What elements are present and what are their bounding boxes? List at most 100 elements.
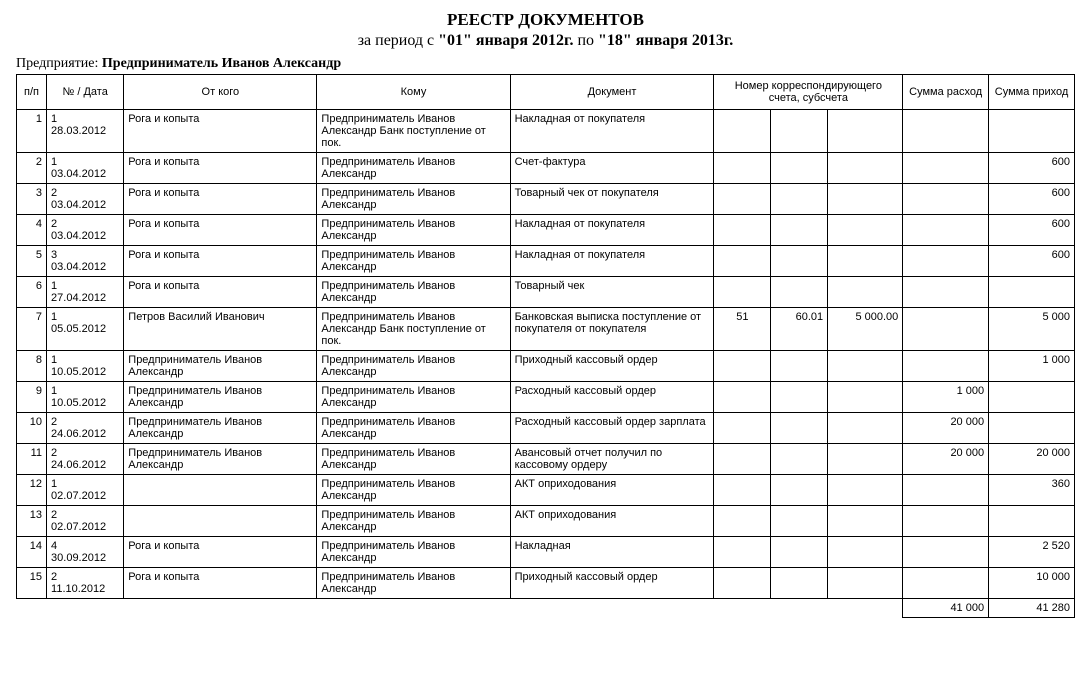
cell-exp xyxy=(903,506,989,537)
cell-acc1 xyxy=(714,153,771,184)
cell-pp: 8 xyxy=(17,351,47,382)
cell-acc1 xyxy=(714,110,771,153)
cell-pp: 7 xyxy=(17,308,47,351)
cell-from: Рога и копыта xyxy=(124,110,317,153)
cell-acc1 xyxy=(714,351,771,382)
cell-acc2 xyxy=(771,110,828,153)
cell-from xyxy=(124,475,317,506)
cell-from: Предприниматель Иванов Александр xyxy=(124,382,317,413)
cell-acc2 xyxy=(771,444,828,475)
table-row: 11 28.03.2012Рога и копытаПредпринимател… xyxy=(17,110,1075,153)
cell-from: Рога и копыта xyxy=(124,215,317,246)
cell-inc: 600 xyxy=(989,215,1075,246)
cell-pp: 12 xyxy=(17,475,47,506)
table-row: 61 27.04.2012Рога и копытаПредпринимател… xyxy=(17,277,1075,308)
cell-inc: 360 xyxy=(989,475,1075,506)
cell-num-date: 1 10.05.2012 xyxy=(47,351,124,382)
cell-doc: Расходный кассовый ордер xyxy=(510,382,714,413)
cell-doc: Авансовый отчет получил по кассовому орд… xyxy=(510,444,714,475)
cell-doc: Приходный кассовый ордер xyxy=(510,568,714,599)
th-inc: Сумма приход xyxy=(989,75,1075,110)
cell-exp xyxy=(903,568,989,599)
cell-inc: 2 520 xyxy=(989,537,1075,568)
period-pre: за период с xyxy=(358,32,438,49)
table-row: 71 05.05.2012Петров Василий ИвановичПред… xyxy=(17,308,1075,351)
cell-num-date: 2 24.06.2012 xyxy=(47,444,124,475)
cell-acc1 xyxy=(714,413,771,444)
cell-pp: 4 xyxy=(17,215,47,246)
cell-doc: Накладная от покупателя xyxy=(510,215,714,246)
cell-doc: Накладная от покупателя xyxy=(510,246,714,277)
cell-doc: Товарный чек xyxy=(510,277,714,308)
cell-to: Предприниматель Иванов Александр xyxy=(317,506,510,537)
cell-acc3 xyxy=(828,382,903,413)
cell-exp xyxy=(903,277,989,308)
cell-from: Рога и копыта xyxy=(124,153,317,184)
th-num-date: № / Дата xyxy=(47,75,124,110)
table-row: 112 24.06.2012Предприниматель Иванов Але… xyxy=(17,444,1075,475)
cell-acc1 xyxy=(714,215,771,246)
cell-acc3 xyxy=(828,277,903,308)
cell-exp: 20 000 xyxy=(903,413,989,444)
cell-pp: 9 xyxy=(17,382,47,413)
cell-acc3 xyxy=(828,413,903,444)
cell-inc xyxy=(989,382,1075,413)
table-row: 132 02.07.2012Предприниматель Иванов Але… xyxy=(17,506,1075,537)
cell-exp xyxy=(903,246,989,277)
cell-inc: 5 000 xyxy=(989,308,1075,351)
cell-exp xyxy=(903,351,989,382)
cell-from: Предприниматель Иванов Александр xyxy=(124,444,317,475)
cell-acc2 xyxy=(771,537,828,568)
cell-pp: 3 xyxy=(17,184,47,215)
cell-to: Предприниматель Иванов Александр Банк по… xyxy=(317,110,510,153)
cell-num-date: 3 03.04.2012 xyxy=(47,246,124,277)
cell-doc: Накладная от покупателя xyxy=(510,110,714,153)
cell-to: Предприниматель Иванов Александр xyxy=(317,277,510,308)
cell-acc3 xyxy=(828,184,903,215)
cell-acc2 xyxy=(771,215,828,246)
table-header: п/п № / Дата От кого Кому Документ Номер… xyxy=(17,75,1075,110)
cell-to: Предприниматель Иванов Александр xyxy=(317,568,510,599)
cell-acc2: 60.01 xyxy=(771,308,828,351)
cell-acc1: 51 xyxy=(714,308,771,351)
cell-acc3 xyxy=(828,351,903,382)
cell-from: Рога и копыта xyxy=(124,246,317,277)
cell-inc: 20 000 xyxy=(989,444,1075,475)
cell-acc2 xyxy=(771,413,828,444)
cell-acc3 xyxy=(828,110,903,153)
cell-acc1 xyxy=(714,537,771,568)
cell-acc1 xyxy=(714,444,771,475)
cell-from: Рога и копыта xyxy=(124,537,317,568)
cell-acc2 xyxy=(771,475,828,506)
cell-pp: 11 xyxy=(17,444,47,475)
th-to: Кому xyxy=(317,75,510,110)
cell-acc3 xyxy=(828,246,903,277)
cell-from: Рога и копыта xyxy=(124,184,317,215)
th-from: От кого xyxy=(124,75,317,110)
cell-pp: 6 xyxy=(17,277,47,308)
table-row: 21 03.04.2012Рога и копытаПредпринимател… xyxy=(17,153,1075,184)
cell-to: Предприниматель Иванов Александр xyxy=(317,475,510,506)
cell-num-date: 1 03.04.2012 xyxy=(47,153,124,184)
th-doc: Документ xyxy=(510,75,714,110)
registry-table: п/п № / Дата От кого Кому Документ Номер… xyxy=(16,74,1075,618)
cell-inc xyxy=(989,413,1075,444)
cell-acc3: 5 000.00 xyxy=(828,308,903,351)
cell-inc xyxy=(989,277,1075,308)
cell-exp: 20 000 xyxy=(903,444,989,475)
cell-acc2 xyxy=(771,184,828,215)
cell-doc: АКТ оприходования xyxy=(510,475,714,506)
cell-acc3 xyxy=(828,506,903,537)
cell-from xyxy=(124,506,317,537)
table-row: 53 03.04.2012Рога и копытаПредпринимател… xyxy=(17,246,1075,277)
cell-inc: 10 000 xyxy=(989,568,1075,599)
total-exp: 41 000 xyxy=(903,599,989,618)
totals-row: 41 000 41 280 xyxy=(17,599,1075,618)
cell-num-date: 1 28.03.2012 xyxy=(47,110,124,153)
company-line: Предприятие: Предприниматель Иванов Алек… xyxy=(16,56,1075,72)
table-body: 11 28.03.2012Рога и копытаПредпринимател… xyxy=(17,110,1075,599)
cell-acc1 xyxy=(714,382,771,413)
cell-from: Предприниматель Иванов Александр xyxy=(124,413,317,444)
cell-exp xyxy=(903,537,989,568)
cell-exp xyxy=(903,475,989,506)
